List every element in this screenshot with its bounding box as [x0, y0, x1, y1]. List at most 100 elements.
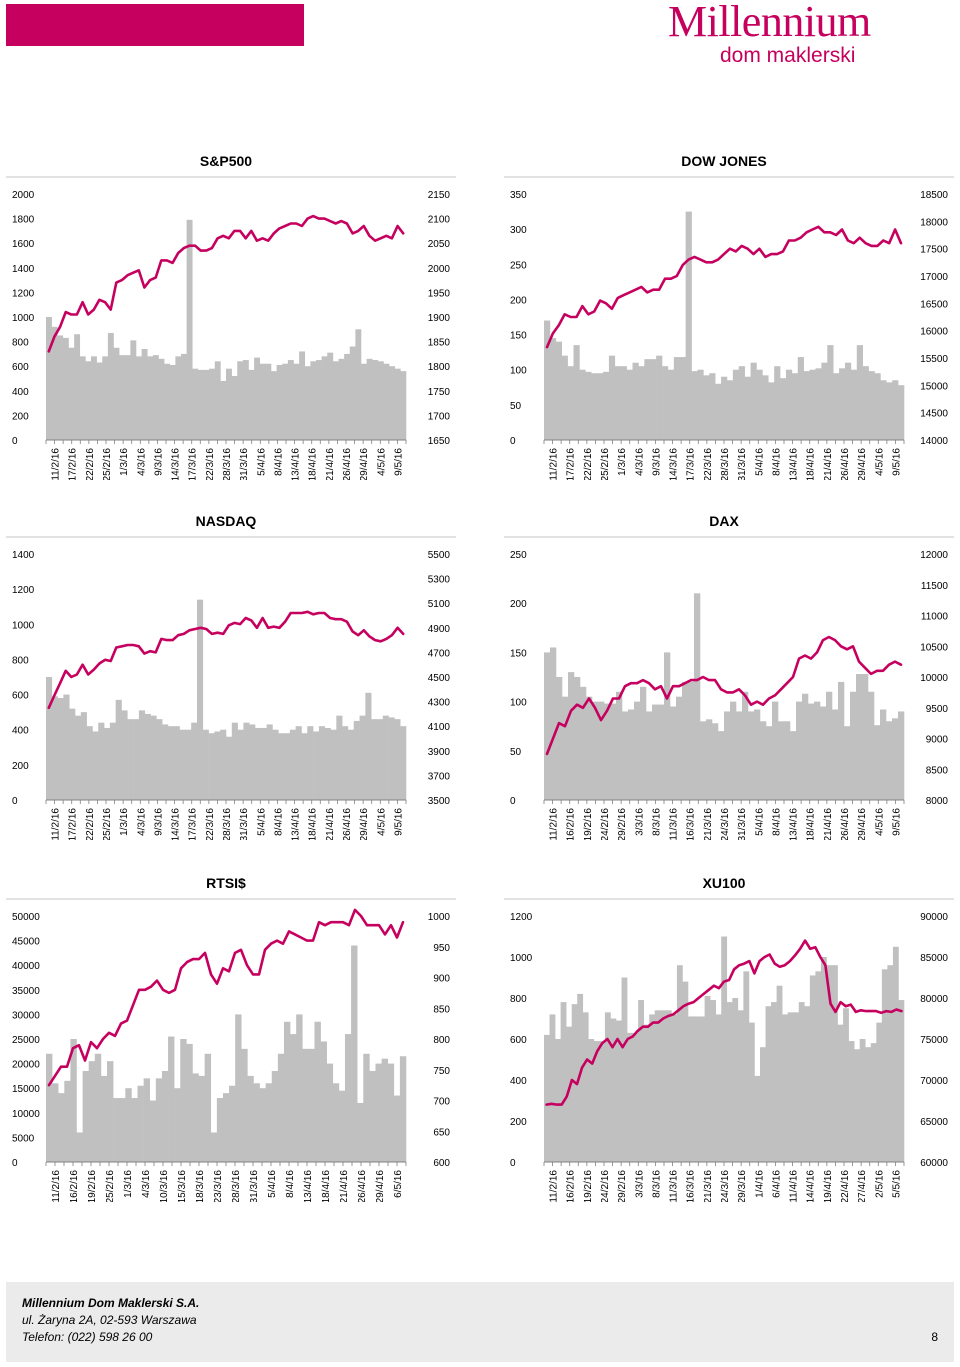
- bar: [220, 729, 227, 800]
- bar: [299, 351, 306, 440]
- bar: [646, 711, 653, 800]
- bar: [859, 1039, 866, 1162]
- bar: [147, 356, 154, 440]
- bar: [155, 1078, 163, 1162]
- bar: [774, 366, 781, 440]
- bar: [289, 729, 296, 800]
- x-tick-label: 24/3/16: [720, 808, 731, 840]
- bar: [161, 1070, 169, 1162]
- bar: [591, 373, 598, 440]
- x-tick-label: 18/4/16: [308, 448, 319, 480]
- bar: [880, 709, 887, 800]
- bar: [544, 320, 551, 440]
- bar: [313, 731, 320, 800]
- y-left-tick-label: 1400: [12, 264, 35, 275]
- y-left-tick-label: 600: [12, 691, 29, 702]
- bar: [314, 1021, 321, 1162]
- bar: [826, 965, 833, 1162]
- bar: [732, 998, 739, 1162]
- bar: [304, 366, 311, 440]
- bar: [665, 1010, 672, 1162]
- bar: [115, 699, 122, 800]
- bar: [887, 965, 894, 1162]
- bar: [874, 373, 881, 440]
- bar: [664, 652, 671, 800]
- bar: [560, 1002, 567, 1162]
- x-tick-label: 3/3/16: [634, 1170, 645, 1198]
- bar: [760, 721, 767, 800]
- bar: [790, 731, 797, 800]
- bar: [862, 366, 869, 440]
- bar: [804, 1006, 811, 1162]
- bar: [202, 729, 209, 800]
- bar: [353, 720, 360, 800]
- y-right-tick-label: 15000: [920, 381, 948, 392]
- x-tick-label: 19/2/16: [583, 808, 594, 840]
- x-tick-label: 11/2/16: [51, 808, 62, 840]
- x-tick-label: 21/4/16: [823, 808, 834, 840]
- x-tick-label: 8/3/16: [651, 1170, 662, 1198]
- y-left-tick-label: 800: [12, 655, 29, 666]
- y-right-tick-label: 80000: [920, 994, 948, 1005]
- bar: [650, 359, 657, 440]
- bar: [46, 677, 53, 800]
- bar: [844, 726, 851, 800]
- x-tick-label: 21/4/16: [325, 808, 336, 840]
- bar: [51, 696, 58, 800]
- y-right-tick-label: 12000: [920, 550, 948, 561]
- bar: [892, 718, 899, 800]
- x-tick-label: 31/3/16: [239, 808, 250, 840]
- bar: [109, 722, 116, 800]
- bar: [730, 701, 737, 800]
- x-tick-label: 1/3/16: [123, 1170, 134, 1198]
- x-tick-label: 11/2/16: [549, 808, 560, 840]
- bar: [69, 708, 76, 800]
- x-tick-label: 28/3/16: [222, 808, 233, 840]
- x-tick-label: 11/2/16: [549, 1170, 560, 1202]
- y-right-tick-label: 4500: [428, 673, 451, 684]
- bar: [699, 1016, 705, 1162]
- x-tick-label: 8/4/16: [771, 448, 782, 476]
- y-left-tick-label: 20000: [12, 1060, 40, 1071]
- bar: [892, 946, 899, 1162]
- x-tick-label: 18/4/16: [321, 1170, 332, 1202]
- bar: [844, 362, 852, 440]
- bar: [394, 368, 401, 440]
- bar: [290, 1034, 297, 1162]
- y-right-tick-label: 17500: [920, 245, 948, 256]
- bar: [283, 1021, 291, 1162]
- bar: [52, 1083, 59, 1162]
- bar: [209, 368, 216, 440]
- bar: [131, 1098, 138, 1162]
- y-left-tick-label: 1200: [510, 912, 533, 923]
- bar: [265, 363, 272, 440]
- x-tick-label: 29/4/16: [359, 448, 370, 480]
- y-right-tick-label: 600: [433, 1158, 450, 1169]
- bar: [652, 704, 659, 800]
- x-tick-label: 25/2/16: [102, 808, 113, 840]
- bar: [620, 366, 627, 440]
- x-tick-label: 15/3/16: [177, 1170, 188, 1202]
- y-right-tick-label: 4900: [428, 624, 451, 635]
- x-tick-label: 18/4/16: [806, 808, 817, 840]
- y-left-tick-label: 400: [12, 387, 29, 398]
- bar: [168, 1036, 175, 1162]
- bar: [320, 1041, 327, 1162]
- bar: [226, 368, 232, 440]
- x-tick-label: 18/4/16: [308, 808, 319, 840]
- bar-series: [544, 593, 905, 800]
- bar: [377, 361, 384, 440]
- bar: [332, 1083, 340, 1162]
- bar: [808, 703, 815, 800]
- bar: [150, 715, 157, 800]
- bar: [704, 995, 711, 1162]
- y-right-tick-label: 75000: [920, 1035, 948, 1046]
- y-right-tick-label: 1700: [428, 411, 451, 422]
- footer: Millennium Dom Maklerski S.A. ul. Żaryna…: [6, 1282, 954, 1362]
- bar-series: [46, 945, 407, 1162]
- y-right-tick-label: 9000: [926, 735, 949, 746]
- x-tick-label: 28/3/16: [231, 1170, 242, 1202]
- bar: [715, 383, 722, 440]
- bar: [839, 368, 846, 440]
- bar: [748, 1022, 755, 1162]
